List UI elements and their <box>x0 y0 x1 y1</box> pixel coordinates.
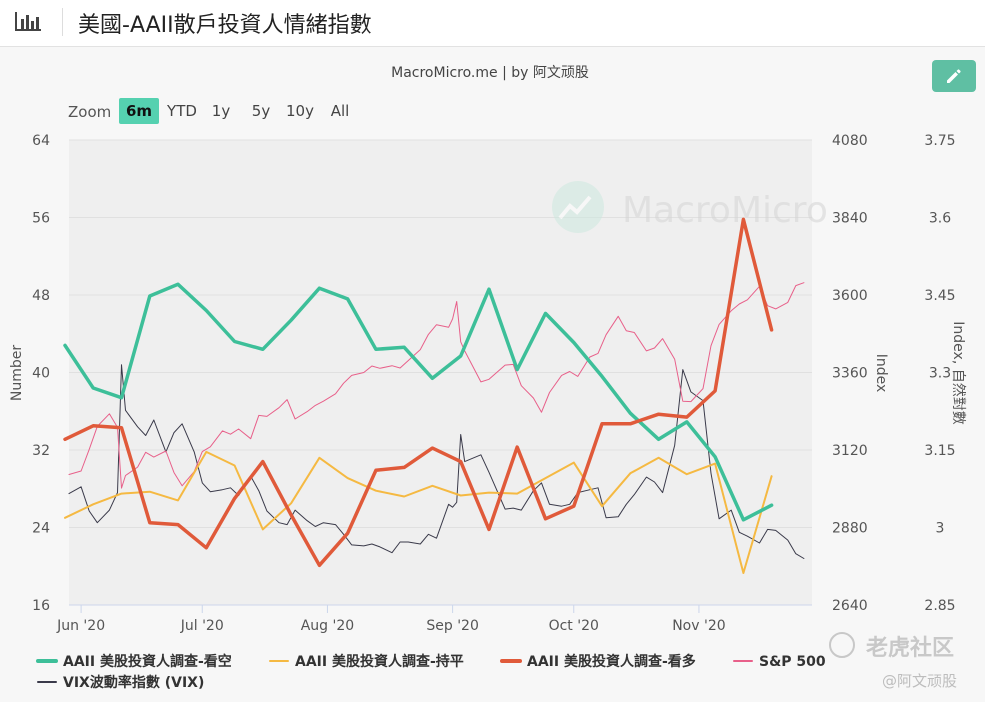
zoom-option-6m[interactable]: 6m <box>126 102 152 120</box>
zoom-option-5y[interactable]: 5y <box>252 102 271 120</box>
zoom-label: Zoom <box>68 103 111 121</box>
zoom-option-ytd[interactable]: YTD <box>166 102 197 120</box>
zoom-option-10y[interactable]: 10y <box>286 102 314 120</box>
pencil-icon <box>947 69 961 83</box>
header-divider <box>62 8 63 36</box>
page-header: 美國-AAII散戶投資人情緒指數 <box>0 0 985 47</box>
zoom-option-1y[interactable]: 1y <box>212 102 231 120</box>
zoom-selected-bg <box>119 98 159 124</box>
page-title: 美國-AAII散戶投資人情緒指數 <box>78 13 372 38</box>
edit-button[interactable] <box>932 60 976 92</box>
zoom-option-all[interactable]: All <box>331 102 350 120</box>
bar-chart-icon <box>15 12 41 31</box>
chart-panel <box>0 47 985 702</box>
zoom-bar: Zoom 6m YTD 1y 5y 10y All <box>68 98 349 124</box>
